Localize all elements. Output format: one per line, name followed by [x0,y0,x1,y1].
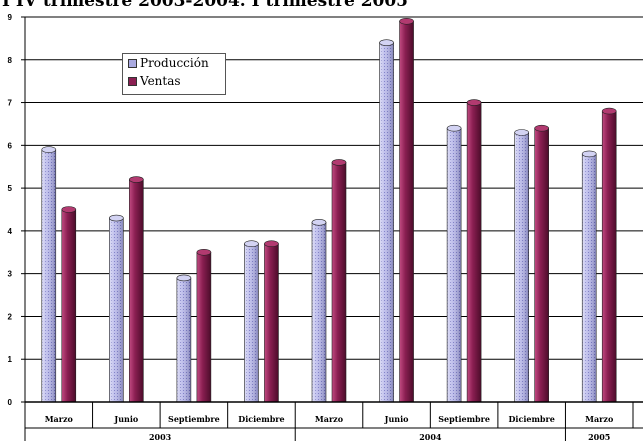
x-category-label: Diciembre [508,414,554,424]
x-group-label: 2005 [588,432,610,441]
x-category-label: Junio [113,414,138,424]
bar-ventas [331,159,347,403]
legend-label-produccion: Producción [140,56,209,70]
x-category-label: Diciembre [238,414,284,424]
y-tick-label: 8 [8,56,13,65]
y-tick-label: 9 [8,13,13,22]
legend-item-produccion: Producción [123,54,225,72]
x-group-label: 2004 [419,432,442,441]
y-tick-label: 5 [8,184,13,193]
x-axis: Marzo Junio Septiembre Diciembre Marzo Junio S… [24,401,643,441]
y-tick-label: 4 [8,227,13,236]
legend-swatch-produccion [128,58,137,68]
bars [41,17,617,403]
legend-item-ventas: Ventas [123,72,225,90]
bar-produccion [311,219,327,403]
bar-produccion [514,129,529,403]
x-category-label: Septiembre [438,414,490,424]
bar-ventas [601,107,617,403]
bar-produccion [244,240,259,403]
x-category-label: Marzo [585,414,614,424]
legend-label-ventas: Ventas [140,74,181,88]
y-tick-label: 7 [8,99,13,108]
bar-produccion [109,214,124,403]
bar-ventas [61,206,77,403]
bar-ventas [129,176,144,403]
bar-produccion [379,39,394,403]
x-category-label: Marzo [45,414,74,424]
y-tick-label: 0 [8,398,13,407]
chart-title: I IV trimestre 2003-2004. I trimestre 20… [2,0,409,11]
legend: Producción Ventas [122,53,226,95]
y-tick-label: 6 [8,141,13,150]
y-tick-label: 2 [8,312,13,321]
bar-ventas [466,99,482,403]
bar-ventas [399,17,414,403]
legend-swatch-ventas [128,76,137,86]
bar-produccion [176,274,192,403]
y-tick-label: 3 [8,270,13,279]
x-category-label: Junio [384,414,409,424]
bar-ventas [264,240,279,403]
y-axis-ticks: 0 1 2 3 4 5 6 7 8 9 [8,13,13,407]
x-group-label: 2003 [149,432,172,441]
bar-produccion [41,146,57,403]
bar-ventas [196,248,212,403]
bar-produccion [446,124,462,403]
bar-ventas [534,124,549,403]
y-tick-label: 1 [8,355,13,364]
bar-produccion [581,150,597,403]
x-category-label: Septiembre [168,414,220,424]
x-category-label: Marzo [315,414,344,424]
